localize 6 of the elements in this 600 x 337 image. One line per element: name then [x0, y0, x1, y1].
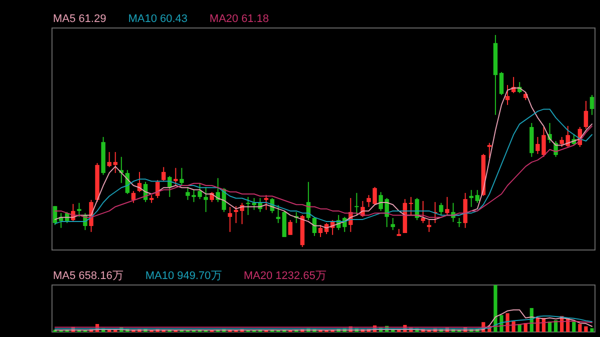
legend: MA10 60.43	[128, 13, 188, 25]
legend: MA20 1232.65万	[244, 270, 326, 282]
legend: MA5 61.29	[53, 13, 106, 25]
legend: MA10 949.70万	[145, 270, 222, 282]
legend: MA5 658.16万	[53, 270, 124, 282]
legend: MA20 61.18	[210, 13, 269, 25]
